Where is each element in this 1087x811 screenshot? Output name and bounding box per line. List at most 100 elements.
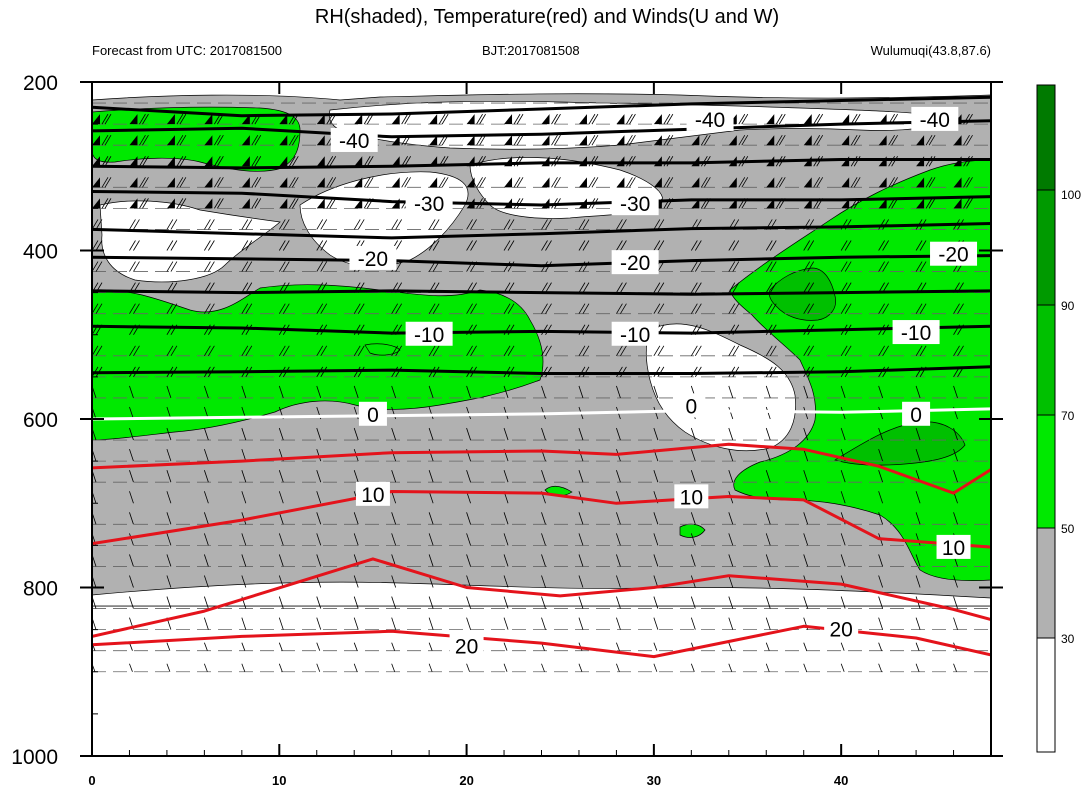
- isotherm-label-text: -30: [620, 193, 650, 216]
- wind-barb: [541, 113, 561, 125]
- colorbar-segment: [1036, 527, 1056, 639]
- x-tick-label: 40: [834, 773, 848, 788]
- wind-barb: [803, 134, 824, 146]
- wind-barb: [503, 303, 515, 314]
- bjt-time-label: BJT:2017081508: [482, 43, 580, 58]
- wind-barb: [616, 663, 620, 672]
- isotherm-label-text: 0: [910, 404, 922, 427]
- wind-barb: [803, 282, 815, 293]
- wind-barb: [278, 642, 283, 651]
- wind-barb: [166, 134, 187, 146]
- wind-barb: [878, 303, 889, 314]
- wind-barb: [129, 345, 140, 357]
- wind-barb: [840, 282, 852, 293]
- wind-barb: [428, 406, 434, 420]
- isotherm-line: [92, 324, 991, 335]
- wind-barb: [578, 303, 590, 314]
- forecast-init-label: Forecast from UTC: 2017081500: [92, 43, 282, 58]
- wind-barb: [503, 554, 509, 567]
- wind-barb: [878, 240, 889, 251]
- wind-barb: [353, 219, 365, 230]
- wind-barb: [690, 303, 702, 314]
- wind-barb: [428, 663, 433, 672]
- wind-barb: [878, 177, 898, 188]
- wind-barb: [466, 113, 486, 125]
- wind-barb: [278, 427, 284, 441]
- wind-barb: [316, 345, 328, 357]
- wind-barb: [316, 448, 322, 462]
- wind-barb: [316, 240, 328, 251]
- isotherm-label: -10: [405, 321, 453, 347]
- wind-barb: [353, 385, 359, 399]
- wind-barb: [203, 533, 209, 546]
- wind-barb: [803, 596, 809, 609]
- isotherm-line: [92, 222, 991, 240]
- wind-barb: [616, 134, 636, 146]
- isotherm-label: 0: [902, 401, 931, 427]
- isotherm-label: 0: [677, 393, 706, 418]
- wind-barb: [241, 470, 247, 483]
- colorbar-segment: [1036, 637, 1056, 753]
- wind-barb: [203, 491, 209, 504]
- colorbar-label: 70: [1061, 409, 1075, 423]
- isotherm-label-text: -40: [695, 109, 725, 132]
- wind-barb: [391, 366, 403, 378]
- wind-barb: [316, 554, 322, 567]
- wind-barb: [728, 134, 749, 146]
- wind-barb: [166, 554, 172, 567]
- wind-barb: [541, 663, 545, 672]
- wind-barb: [766, 177, 786, 188]
- wind-barb: [166, 533, 172, 546]
- wind-barb: [204, 303, 215, 314]
- wind-barb: [915, 303, 927, 314]
- wind-barb: [803, 470, 809, 483]
- wind-barb: [541, 134, 561, 146]
- isotherm-label-text: -10: [414, 324, 444, 347]
- wind-barb: [391, 303, 403, 314]
- wind-barb: [541, 177, 561, 188]
- wind-barb: [841, 177, 861, 188]
- wind-barb: [428, 345, 440, 357]
- wind-barb: [578, 512, 584, 525]
- wind-barb: [878, 642, 882, 651]
- wind-barb: [765, 427, 771, 441]
- isotherm-line: [92, 190, 991, 207]
- isotherm-line: [92, 254, 991, 268]
- wind-barb: [278, 533, 284, 546]
- wind-barb: [578, 617, 584, 630]
- isotherm-label: -40: [911, 106, 959, 132]
- wind-barb: [953, 198, 973, 209]
- wind-barb: [166, 663, 171, 672]
- wind-barb: [616, 512, 621, 525]
- wind-barb: [616, 177, 636, 188]
- wind-barb: [728, 282, 740, 293]
- wind-barb: [278, 617, 284, 630]
- wind-barb: [878, 617, 884, 630]
- wind-barb: [653, 617, 659, 630]
- wind-barb: [166, 240, 178, 251]
- wind-barb: [353, 575, 359, 588]
- isotherm-label-text: -10: [901, 322, 931, 345]
- wind-barb: [878, 134, 898, 146]
- wind-barb: [354, 113, 374, 125]
- wind-barb: [728, 303, 740, 314]
- wind-barb: [653, 177, 674, 188]
- wind-barb: [690, 261, 702, 272]
- wind-barb: [241, 448, 247, 462]
- wind-barb: [541, 240, 552, 251]
- wind-barb: [691, 134, 711, 146]
- wind-barb: [765, 385, 771, 399]
- wind-barb: [204, 345, 215, 357]
- wind-barb: [765, 240, 777, 251]
- wind-barb: [840, 345, 852, 357]
- wind-barb: [616, 617, 621, 630]
- wind-barb: [241, 617, 247, 630]
- wind-barb: [241, 134, 262, 146]
- wind-barb: [690, 470, 696, 483]
- wind-barb: [391, 345, 403, 357]
- wind-barb: [616, 491, 621, 504]
- wind-barb: [541, 385, 546, 399]
- wind-barb: [916, 198, 936, 209]
- wind-barb: [915, 345, 927, 357]
- wind-barb: [278, 554, 284, 567]
